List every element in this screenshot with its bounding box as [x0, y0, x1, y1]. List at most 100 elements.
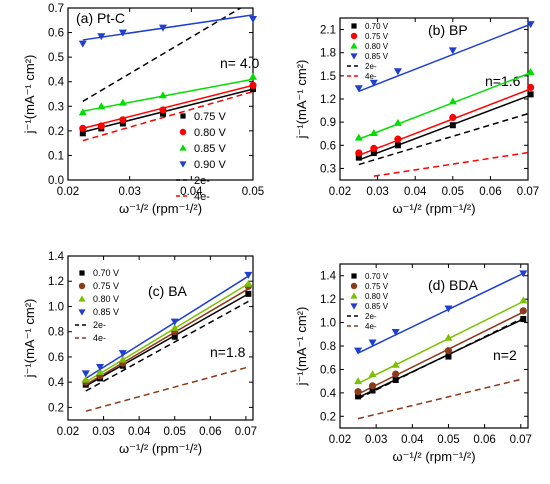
y-tick-label: 0.3: [48, 101, 64, 113]
data-point: [354, 85, 363, 93]
legend-marker: [179, 128, 187, 136]
data-point: [526, 21, 535, 29]
legend-label: 0.80 V: [365, 292, 389, 301]
data-point: [444, 347, 453, 355]
plot-frame: [67, 7, 254, 181]
y-tick-label: 0.3: [320, 163, 336, 175]
x-axis-label: ω⁻¹/² (rpm⁻¹/²): [119, 441, 202, 456]
data-point: [96, 364, 105, 372]
legend-marker: [350, 32, 358, 40]
data-point: [392, 370, 400, 378]
legend-label: 0.85 V: [365, 302, 389, 311]
legend-marker: [179, 144, 187, 151]
data-point: [444, 333, 453, 341]
y-tick-label: 2.1: [320, 25, 336, 37]
data-point: [354, 388, 362, 396]
legend-marker: [350, 303, 358, 310]
data-point: [519, 296, 528, 304]
legend: 0.70 V0.75 V0.80 V0.85 V2e-4e-: [347, 22, 389, 81]
legend-label: 0.85 V: [194, 143, 226, 155]
y-axis-label: j⁻¹(mA⁻¹ cm²): [22, 299, 37, 379]
y-tick-label: 0.2: [320, 411, 336, 423]
fit-line-0.75v: [357, 311, 524, 395]
x-tick-label: 0.03: [365, 434, 387, 446]
data-point: [158, 24, 167, 32]
y-tick-label: 0.7: [48, 3, 64, 15]
x-tick-label: 0.04: [128, 426, 151, 438]
x-tick-label: 0.07: [235, 426, 257, 438]
data-point: [158, 91, 167, 99]
data-point: [355, 393, 362, 400]
data-point: [527, 91, 534, 98]
data-point: [78, 40, 87, 48]
data-point: [445, 353, 452, 360]
legend-marker: [351, 273, 357, 279]
n-annotation: n= 4.0: [220, 55, 260, 71]
data-point: [118, 350, 127, 358]
x-tick-label: 0.02: [57, 186, 79, 198]
data-point: [250, 86, 256, 93]
ref-line-4e-: [373, 151, 528, 177]
y-tick-label: 0.4: [48, 77, 65, 89]
legend-marker: [350, 292, 358, 299]
legend-label: 0.80 V: [93, 294, 119, 304]
data-point: [526, 68, 535, 75]
data-point: [79, 130, 86, 137]
x-tick-label: 0.05: [164, 426, 186, 438]
x-tick-label: 0.06: [473, 434, 495, 446]
x-axis-label: ω⁻¹/² (rpm⁻¹/²): [392, 449, 475, 464]
data-point: [393, 68, 402, 76]
legend-label: 0.75 V: [365, 282, 389, 291]
data-point: [520, 316, 527, 323]
ref-line-4e-: [82, 90, 253, 142]
legend-marker: [79, 270, 85, 276]
fit-line-0.85v: [357, 272, 524, 354]
data-point: [394, 135, 402, 143]
legend-marker: [78, 282, 86, 290]
data-point: [369, 387, 376, 394]
x-tick-label: 0.05: [437, 434, 459, 446]
legend-label: 0.70 V: [365, 22, 389, 31]
data-point: [392, 376, 399, 383]
fit-line-0.85v: [85, 275, 249, 380]
data-point: [393, 118, 402, 126]
data-point: [369, 79, 378, 87]
data-point: [170, 318, 179, 326]
y-tick-label: 1.8: [320, 48, 336, 60]
panel-title: (b) BP: [428, 22, 468, 38]
legend-marker: [78, 295, 86, 302]
data-point: [369, 128, 378, 136]
legend-label: 2e-: [93, 320, 106, 330]
legend-label: 2e-: [194, 175, 210, 187]
x-tick-label: 0.02: [329, 434, 351, 446]
x-tick-label: 0.04: [404, 186, 427, 198]
legend-label: 0.70 V: [93, 268, 119, 278]
x-axis-label: ω⁻¹/² (rpm⁻¹/²): [119, 201, 202, 216]
data-point: [119, 116, 127, 124]
data-point: [391, 360, 400, 368]
data-point: [355, 154, 362, 161]
data-point: [159, 110, 166, 117]
y-tick-label: 0.8: [320, 341, 336, 353]
legend-marker: [180, 113, 186, 119]
x-tick-label: 0.07: [517, 186, 539, 198]
legend-label: 0.85 V: [365, 52, 389, 61]
y-tick-label: 0.6: [48, 28, 64, 40]
data-point: [81, 375, 90, 383]
legend-label: 0.75 V: [93, 281, 119, 291]
fit-line-0.85v: [358, 24, 528, 92]
y-tick-label: 0.6: [48, 352, 64, 364]
data-point: [96, 368, 105, 376]
data-point: [354, 133, 363, 141]
legend-label: 0.75 V: [365, 32, 389, 41]
legend: 0.75 V 0.80 V 0.85 V 0.90 V 2e- 4e-: [176, 111, 226, 203]
y-tick-label: 1.2: [320, 94, 336, 106]
x-tick-label: 0.05: [242, 186, 264, 198]
fit-line-0.80v: [358, 72, 528, 140]
data-point: [449, 122, 456, 129]
data-point: [444, 305, 453, 313]
n-annotation: n=1.8: [210, 344, 246, 360]
fit-line-0.85v: [82, 78, 253, 112]
y-tick-label: 0.1: [48, 150, 64, 162]
ref-line-2e-: [85, 300, 249, 392]
